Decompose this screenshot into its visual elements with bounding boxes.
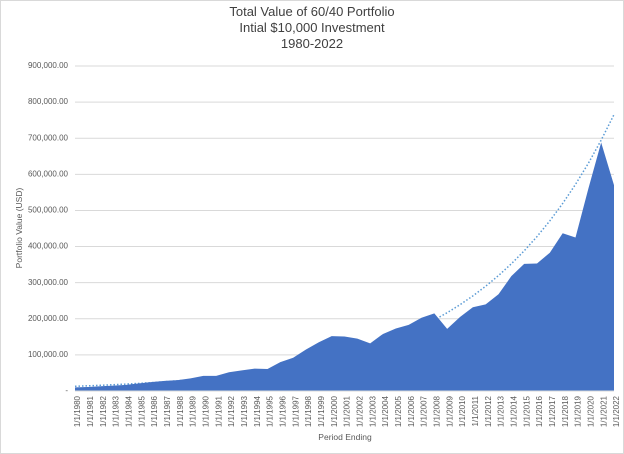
x-tick-label: 1/1/1986	[150, 395, 159, 427]
x-tick-label: 1/1/2017	[548, 395, 557, 427]
x-tick-label: 1/1/2001	[343, 395, 352, 427]
x-tick-label: 1/1/2020	[586, 395, 595, 427]
y-tick-label: 200,000.00	[28, 314, 69, 323]
y-tick-label: 100,000.00	[28, 350, 69, 359]
x-tick-label: 1/1/1991	[214, 395, 223, 427]
x-tick-label: 1/1/1984	[124, 395, 133, 427]
x-tick-label: 1/1/2000	[330, 395, 339, 427]
x-tick-label: 1/1/2018	[561, 395, 570, 427]
x-tick-label: 1/1/2009	[445, 395, 454, 427]
y-tick-label: 800,000.00	[28, 97, 69, 106]
x-tick-label: 1/1/2003	[368, 395, 377, 427]
x-tick-label: 1/1/2005	[394, 395, 403, 427]
x-tick-label: 1/1/2015	[522, 395, 531, 427]
x-tick-label: 1/1/1993	[240, 395, 249, 427]
x-tick-label: 1/1/2016	[535, 395, 544, 427]
y-tick-label: 500,000.00	[28, 206, 69, 215]
chart-subtitle: Intial $10,000 Investment	[239, 20, 385, 35]
y-tick-label: 400,000.00	[28, 242, 69, 251]
x-tick-label: 1/1/1987	[163, 395, 172, 427]
x-tick-label: 1/1/2012	[484, 395, 493, 427]
x-tick-label: 1/1/2019	[574, 395, 583, 427]
x-tick-label: 1/1/2011	[471, 395, 480, 426]
x-tick-label: 1/1/2004	[381, 395, 390, 427]
x-axis-label: Period Ending	[318, 432, 372, 442]
y-tick-label: 600,000.00	[28, 169, 69, 178]
x-tick-label: 1/1/1982	[99, 395, 108, 427]
y-tick-label: 300,000.00	[28, 278, 69, 287]
x-tick-label: 1/1/1983	[112, 395, 121, 427]
x-tick-label: 1/1/1981	[86, 395, 95, 427]
x-tick-label: 1/1/2013	[497, 395, 506, 427]
chart-subtitle: 1980-2022	[281, 36, 343, 51]
x-tick-label: 1/1/1992	[227, 395, 236, 427]
x-tick-label: 1/1/1994	[253, 395, 262, 427]
x-tick-label: 1/1/2008	[432, 395, 441, 427]
x-tick-label: 1/1/2002	[355, 395, 364, 427]
area	[75, 142, 614, 391]
x-tick-label: 1/1/1989	[189, 395, 198, 427]
x-tick-label: 1/1/2007	[420, 395, 429, 427]
x-tick-label: 1/1/1996	[278, 395, 287, 427]
x-tick-label: 1/1/2010	[458, 395, 467, 427]
x-tick-label: 1/1/1985	[137, 395, 146, 427]
x-tick-label: 1/1/1997	[291, 395, 300, 427]
x-tick-label: 1/1/2022	[612, 395, 621, 427]
x-tick-label: 1/1/1999	[317, 395, 326, 427]
x-tick-label: 1/1/1988	[176, 395, 185, 427]
x-tick-label: 1/1/2014	[509, 395, 518, 427]
x-tick-label: 1/1/1990	[201, 395, 210, 427]
y-tick-label: 900,000.00	[28, 61, 69, 70]
x-tick-label: 1/1/1998	[304, 395, 313, 427]
x-tick-label: 1/1/2021	[599, 395, 608, 427]
y-tick-label: -	[65, 386, 68, 395]
x-tick-label: 1/1/1980	[73, 395, 82, 427]
chart-title: Total Value of 60/40 Portfolio	[229, 4, 394, 19]
y-axis-label: Portfolio Value (USD)	[14, 188, 24, 269]
x-tick-label: 1/1/1995	[266, 395, 275, 427]
y-tick-label: 700,000.00	[28, 133, 69, 142]
x-tick-label: 1/1/2006	[407, 395, 416, 427]
